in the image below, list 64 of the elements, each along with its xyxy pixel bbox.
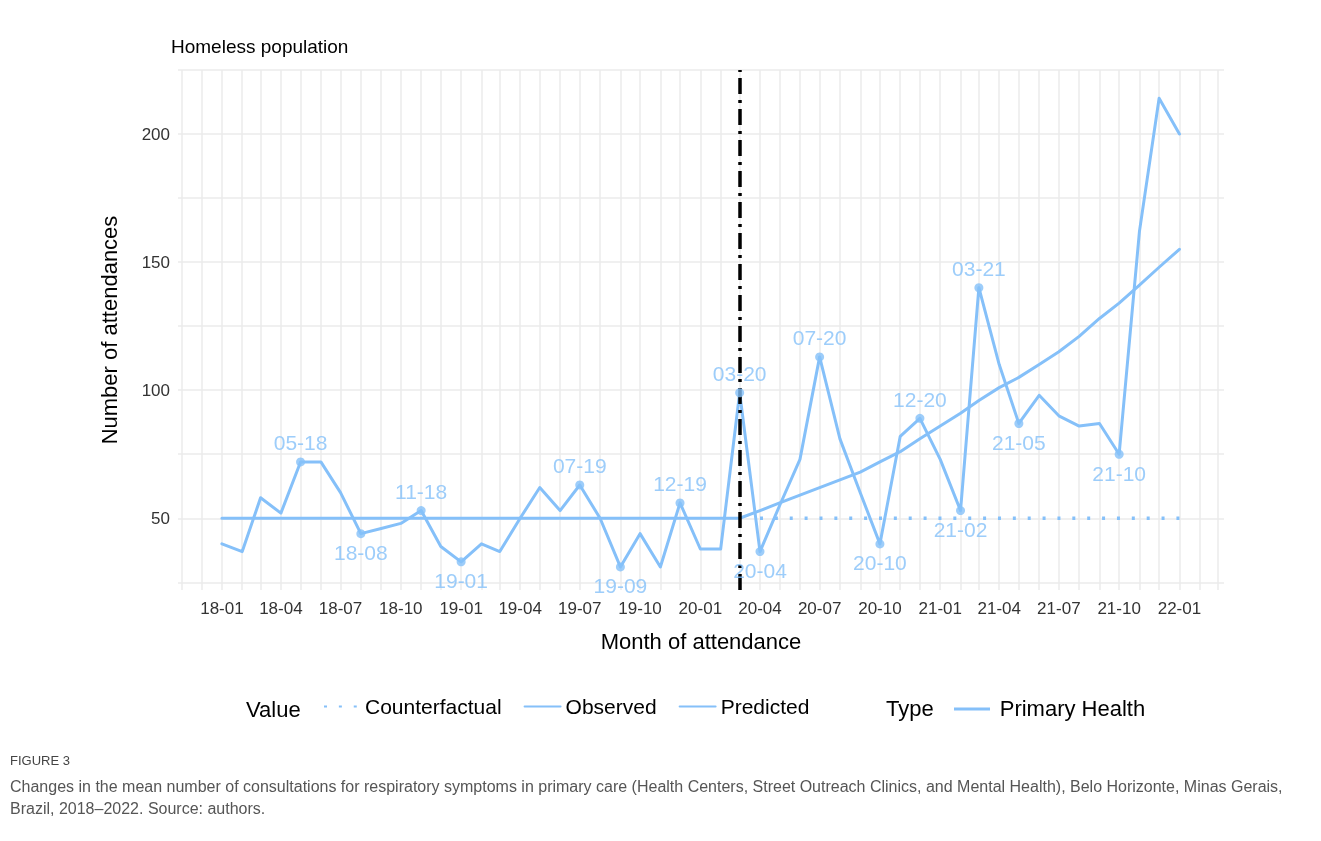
point bbox=[815, 352, 825, 362]
text: Changes in the mean number of consultations for respiratory symptoms in primary care (Health Centers, Street Outreach Clinics, and Mental Health), Belo Horizonte, Minas Gerais, Brazil, 2018–2022. Source: authors. bbox=[10, 777, 1284, 819]
x-tick-label: 19-07 bbox=[558, 599, 602, 618]
x-tick-label: 20-07 bbox=[797, 599, 842, 618]
x-axis-title: Month of attendance bbox=[600, 628, 802, 654]
x-tick-label: 18-01 bbox=[200, 599, 244, 618]
y-tick-label: 100 bbox=[141, 380, 170, 400]
point bbox=[356, 529, 366, 539]
point bbox=[1114, 449, 1124, 459]
point bbox=[456, 557, 466, 567]
x-tick-label: 21-01 bbox=[918, 599, 962, 618]
y-tick-label: 200 bbox=[141, 124, 170, 144]
point bbox=[974, 283, 984, 293]
annotation: 21-02 bbox=[933, 518, 988, 542]
annotation: 11-18 bbox=[395, 480, 448, 504]
annotation: 07-20 bbox=[792, 326, 847, 350]
legend-label: Predicted bbox=[720, 695, 810, 718]
x-tick-label: 21-04 bbox=[977, 599, 1021, 618]
x-tick-label: 21-07 bbox=[1037, 599, 1081, 618]
point bbox=[735, 388, 745, 398]
annotation: 21-10 bbox=[1092, 461, 1146, 485]
annotation: 19-09 bbox=[593, 574, 648, 598]
point bbox=[1014, 419, 1024, 428]
x-tick-label: 21-10 bbox=[1097, 599, 1141, 618]
x-tick-label: 22-01 bbox=[1157, 599, 1202, 618]
legend-label: Counterfactual bbox=[365, 695, 502, 718]
annotation: 21-05 bbox=[992, 431, 1046, 454]
text: Primary Health bbox=[999, 696, 1146, 722]
y-tick-label: 50 bbox=[151, 508, 170, 528]
x-tick-label: 20-01 bbox=[678, 599, 723, 618]
annotation: 12-20 bbox=[893, 387, 947, 411]
annotation: 19-01 bbox=[434, 569, 488, 593]
point bbox=[875, 539, 885, 549]
annotation: 03-21 bbox=[952, 257, 1006, 281]
x-tick-label: 19-04 bbox=[498, 599, 542, 618]
x-tick-label: 19-10 bbox=[618, 599, 662, 618]
x-tick-label: 20-10 bbox=[858, 599, 902, 618]
caption: FIGURE 3 bbox=[10, 752, 71, 770]
y-tick-label: 150 bbox=[141, 252, 170, 272]
x-tick-label: 18-07 bbox=[318, 599, 363, 618]
y-axis-title: Number of attendances bbox=[96, 215, 122, 445]
annotation: 20-10 bbox=[853, 551, 907, 575]
point bbox=[915, 413, 925, 423]
x-tick-label: 18-04 bbox=[259, 599, 303, 618]
point bbox=[755, 547, 765, 557]
legend-label: Observed bbox=[565, 695, 657, 718]
annotation: 20-04 bbox=[733, 559, 788, 583]
x-tick-label: 20-04 bbox=[738, 599, 782, 618]
annotation: 05-18 bbox=[273, 431, 328, 455]
annotation: 18-08 bbox=[333, 541, 388, 565]
legend-title: Value bbox=[246, 696, 301, 722]
point bbox=[296, 457, 306, 467]
point bbox=[575, 480, 585, 490]
annotation: 07-19 bbox=[552, 454, 607, 478]
text: Type bbox=[886, 696, 934, 722]
point bbox=[615, 562, 625, 572]
x-tick-label: 19-01 bbox=[439, 599, 483, 618]
point bbox=[956, 506, 966, 516]
chart-title: Homeless population bbox=[171, 36, 349, 57]
x-tick-label: 18-10 bbox=[379, 599, 423, 618]
point bbox=[675, 498, 685, 508]
annotation: 12-19 bbox=[653, 472, 707, 496]
annotation: 03-20 bbox=[712, 362, 767, 386]
point bbox=[416, 506, 426, 516]
